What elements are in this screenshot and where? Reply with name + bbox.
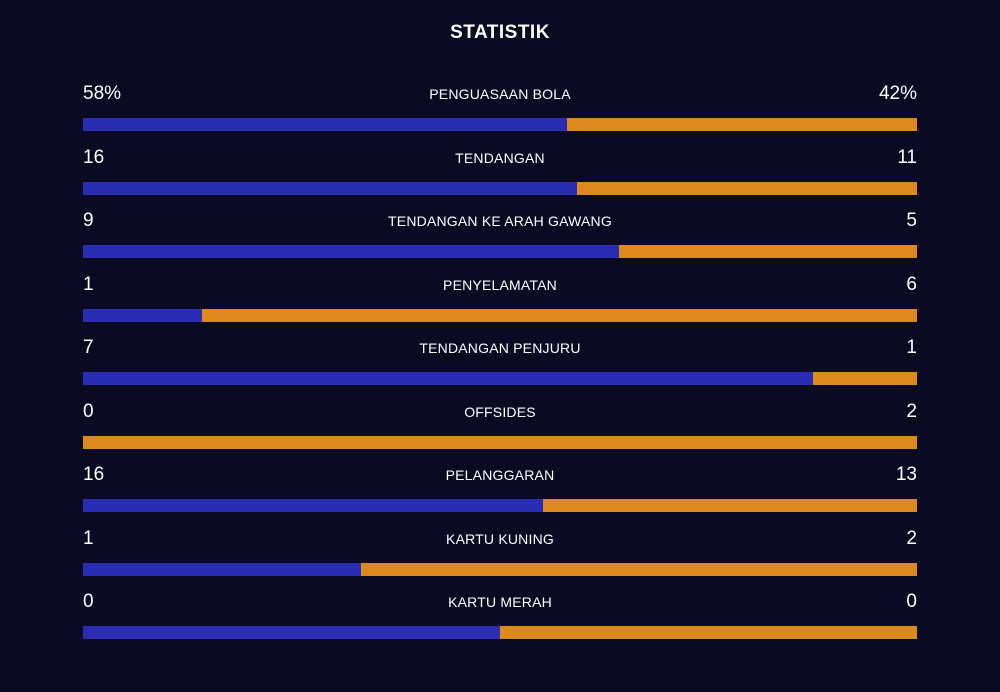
stat-row-tendangan-ke-arah-gawang: 9 TENDANGAN KE ARAH GAWANG 5 (83, 207, 917, 271)
stat-bar (83, 562, 917, 576)
stat-row-kartu-merah: 0 KARTU MERAH 0 (83, 588, 917, 652)
away-bar-segment (202, 308, 917, 322)
stat-row-penguasaan-bola: 58% PENGUASAAN BOLA 42% (83, 80, 917, 144)
home-bar-segment (83, 499, 544, 512)
away-bar-segment (83, 435, 917, 449)
stat-bar (83, 435, 917, 449)
away-value: 42% (878, 83, 917, 104)
stat-bar (83, 626, 917, 639)
away-bar-segment (812, 372, 917, 385)
stat-bar (83, 245, 917, 258)
away-bar-segment (577, 181, 917, 195)
stat-label: OFFSIDES (464, 403, 536, 420)
home-bar-segment (83, 626, 500, 639)
away-value: 2 (906, 527, 917, 549)
stat-label: PENGUASAAN BOLA (429, 86, 571, 102)
stat-row-tendangan: 16 TENDANGAN 11 (83, 144, 917, 208)
stat-row-tendangan-penjuru: 7 TENDANGAN PENJURU 1 (83, 334, 917, 398)
away-value: 11 (897, 146, 917, 168)
stat-label: TENDANGAN PENJURU (419, 340, 581, 356)
away-bar-segment (566, 118, 917, 131)
home-value: 58% (83, 83, 122, 104)
panel-title: STATISTIK (450, 22, 550, 43)
stat-label: TENDANGAN KE ARAH GAWANG (388, 213, 612, 229)
away-value: 6 (906, 273, 917, 295)
home-value: 9 (83, 210, 94, 231)
stat-bar (83, 308, 917, 322)
home-value: 0 (83, 591, 94, 612)
home-bar-segment (83, 562, 361, 576)
home-bar-segment (83, 308, 203, 322)
home-bar-segment (83, 118, 567, 131)
home-bar-segment (83, 245, 620, 258)
home-value: 7 (83, 337, 94, 358)
stat-row-kartu-kuning: 1 KARTU KUNING 2 (83, 525, 917, 589)
stat-bar (83, 118, 917, 131)
home-value: 0 (83, 400, 94, 422)
stat-bar (83, 499, 917, 512)
stat-row-offsides: 0 OFFSIDES 2 (83, 398, 917, 462)
away-value: 13 (895, 464, 917, 485)
away-value: 1 (906, 337, 917, 358)
home-value: 1 (83, 273, 94, 295)
home-value: 1 (83, 527, 94, 549)
away-value: 2 (906, 400, 917, 422)
stat-label: KARTU KUNING (446, 530, 554, 547)
home-bar-segment (83, 181, 578, 195)
home-bar-segment (83, 372, 813, 385)
away-bar-segment (500, 626, 917, 639)
away-bar-segment (360, 562, 917, 576)
stat-label: TENDANGAN (455, 149, 545, 166)
stats-list: 58% PENGUASAAN BOLA 42% 16 TENDANGAN 11 9 TENDA… (83, 80, 917, 652)
stat-label: KARTU MERAH (448, 594, 552, 610)
away-value: 5 (906, 210, 917, 231)
stat-bar (83, 181, 917, 195)
away-bar-segment (619, 245, 917, 258)
stat-label: PENYELAMATAN (443, 276, 557, 293)
home-value: 16 (83, 146, 105, 168)
stat-row-pelanggaran: 16 PELANGGARAN 13 (83, 461, 917, 525)
stat-bar (83, 372, 917, 385)
home-value: 16 (83, 464, 105, 485)
away-value: 0 (906, 591, 917, 612)
away-bar-segment (543, 499, 917, 512)
stat-label: PELANGGARAN (445, 467, 555, 483)
stat-row-penyelamatan: 1 PENYELAMATAN 6 (83, 271, 917, 335)
